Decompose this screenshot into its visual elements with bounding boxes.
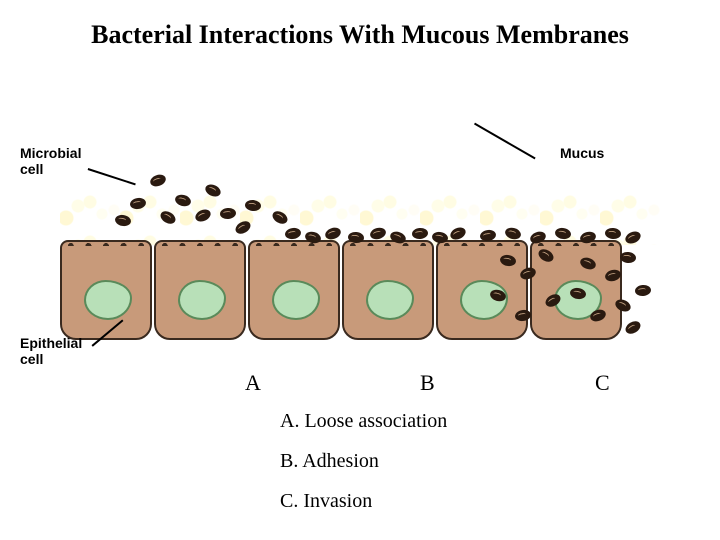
microbe-icon bbox=[149, 173, 168, 189]
epithelial-cell bbox=[248, 240, 340, 340]
epithelial-cell bbox=[436, 240, 528, 340]
region-label-c: C bbox=[595, 370, 610, 396]
epithelial-cell bbox=[60, 240, 152, 340]
microbe-icon bbox=[623, 319, 642, 337]
microbe-icon bbox=[620, 251, 637, 263]
page-title: Bacterial Interactions With Mucous Membr… bbox=[0, 20, 720, 50]
legend-item-a: A. Loose association bbox=[280, 410, 447, 433]
microbe-icon bbox=[635, 284, 652, 296]
region-label-b: B bbox=[420, 370, 435, 396]
label-epithelial-cell: Epithelial cell bbox=[20, 335, 82, 367]
region-label-a: A bbox=[245, 370, 261, 396]
pointer-line bbox=[88, 168, 136, 185]
legend-item-c: C. Invasion bbox=[280, 490, 372, 513]
nucleus bbox=[84, 280, 132, 320]
label-microbial-cell: Microbial cell bbox=[20, 145, 81, 177]
nucleus bbox=[366, 280, 414, 320]
diagram-canvas: Microbial cell Mucus Epithelial cell bbox=[60, 150, 660, 350]
epithelial-cell bbox=[154, 240, 246, 340]
label-mucus: Mucus bbox=[560, 145, 604, 161]
epithelial-cell bbox=[342, 240, 434, 340]
nucleus bbox=[178, 280, 226, 320]
legend-item-b: B. Adhesion bbox=[280, 450, 379, 473]
nucleus bbox=[272, 280, 320, 320]
pointer-line bbox=[474, 123, 535, 159]
